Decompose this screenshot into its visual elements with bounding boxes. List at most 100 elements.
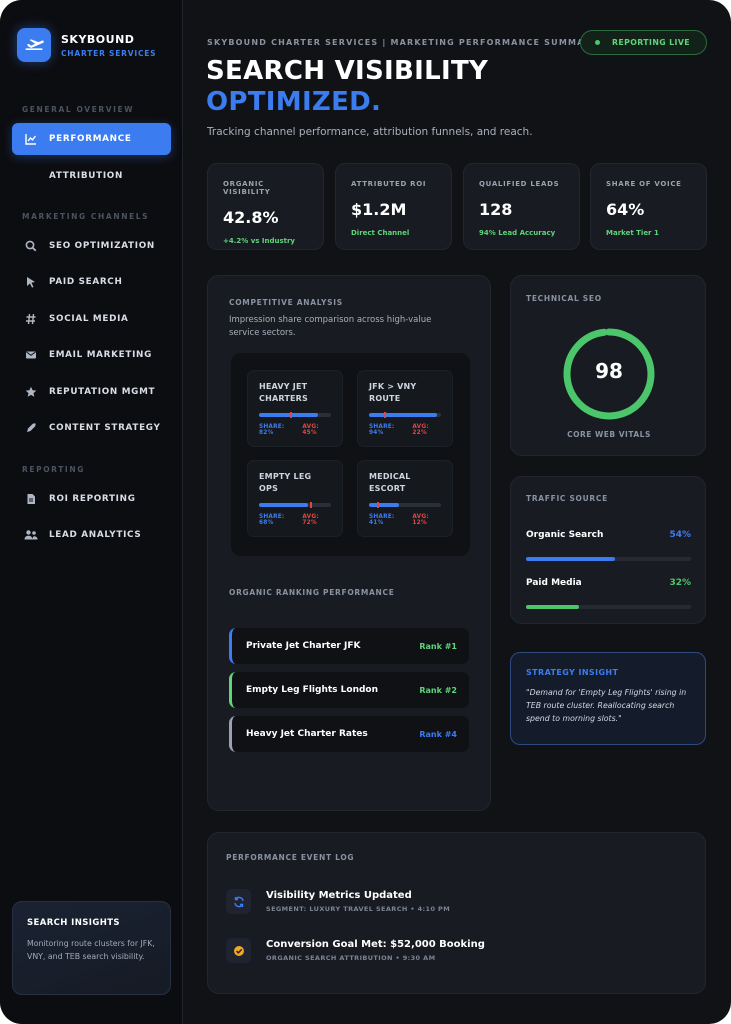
ranking-position: Rank #4: [419, 729, 457, 739]
page-subtitle: Tracking channel performance, attributio…: [207, 126, 533, 138]
stat-card-organic-visibility: ORGANIC VISIBILITY 42.8% +4.2% vs Indust…: [207, 163, 324, 250]
search-insights-text: Monitoring route clusters for JFK, VNY, …: [27, 939, 155, 961]
sidebar-item-label: PAID SEARCH: [49, 277, 123, 287]
event-subtitle: SEGMENT: LUXURY TRAVEL SEARCH • 4:10 PM: [266, 905, 451, 913]
share-fill: [259, 503, 308, 507]
reporting-live-badge[interactable]: REPORTING LIVE: [579, 30, 707, 55]
stat-label: ORGANIC VISIBILITY: [223, 180, 271, 196]
check-icon: [226, 938, 251, 963]
traffic-source-panel: TRAFFIC SOURCE Organic Search 54% Paid M…: [510, 476, 706, 624]
sidebar-item-label: SOCIAL MEDIA: [49, 314, 129, 324]
avg-marker: [290, 412, 293, 418]
service-name: MEDICAL ESCORT: [369, 472, 411, 493]
sidebar-item-social-media[interactable]: SOCIAL MEDIA: [12, 303, 171, 335]
brand-name: SKYBOUND: [61, 32, 135, 46]
stat-sub: Market Tier 1: [606, 229, 659, 237]
service-card-jfk-vny[interactable]: JFK > VNY ROUTE SHARE: 94% AVG: 22%: [357, 370, 453, 447]
sidebar-item-email-marketing[interactable]: EMAIL MARKETING: [12, 339, 171, 371]
event-subtitle: ORGANIC SEARCH ATTRIBUTION • 9:30 AM: [266, 954, 436, 962]
share-bar: [259, 412, 331, 418]
page-title-accent: OPTIMIZED.: [206, 87, 382, 117]
ranking-row[interactable]: Private Jet Charter JFK Rank #1: [229, 628, 469, 664]
sidebar-item-lead-analytics[interactable]: LEAD ANALYTICS: [12, 519, 171, 551]
share-value: SHARE: 94%: [369, 424, 395, 436]
sidebar-item-attribution[interactable]: ATTRIBUTION: [12, 160, 171, 192]
star-icon: [24, 385, 38, 399]
traffic-title: TRAFFIC SOURCE: [526, 494, 608, 503]
file-icon: [24, 492, 38, 506]
sidebar-item-label: CONTENT STRATEGY: [49, 423, 161, 433]
share-fill: [259, 413, 319, 417]
sidebar-item-content-strategy[interactable]: CONTENT STRATEGY: [12, 412, 171, 444]
ranking-keyword: Private Jet Charter JFK: [246, 641, 361, 651]
breadcrumb: SKYBOUND CHARTER SERVICES | MARKETING PE…: [207, 38, 599, 47]
stat-sub: Direct Channel: [351, 229, 410, 237]
score-ring: [563, 328, 655, 420]
event-item[interactable]: Visibility Metrics Updated SEGMENT: LUXU…: [226, 889, 450, 914]
event-log-title: PERFORMANCE EVENT LOG: [226, 853, 355, 862]
share-fill: [369, 413, 437, 417]
sidebar-item-seo[interactable]: SEO OPTIMIZATION: [12, 230, 171, 262]
stat-label: ATTRIBUTED ROI: [351, 180, 427, 188]
sidebar-item-reputation[interactable]: REPUTATION MGMT: [12, 376, 171, 408]
live-dot-icon: [594, 40, 600, 45]
sidebar-item-roi-reporting[interactable]: ROI REPORTING: [12, 483, 171, 515]
users-icon: [24, 528, 38, 542]
sidebar-item-label: ATTRIBUTION: [49, 171, 124, 181]
traffic-row-paid: Paid Media 32%: [526, 578, 691, 588]
share-bar: [259, 502, 331, 508]
service-card-heavy-jet[interactable]: HEAVY JET CHARTERS SHARE: 82% AVG: 45%: [247, 370, 343, 447]
traffic-fill: [526, 605, 579, 609]
nav-section-overview: GENERAL OVERVIEW: [22, 105, 135, 114]
sidebar-item-label: ROI REPORTING: [49, 494, 136, 504]
ranking-position: Rank #1: [419, 641, 457, 651]
refresh-icon: [226, 889, 251, 914]
sidebar-item-label: LEAD ANALYTICS: [49, 530, 142, 540]
share-fill: [369, 503, 399, 507]
avg-value: AVG: 45%: [302, 424, 319, 436]
stat-label: SHARE OF VOICE: [606, 180, 682, 188]
traffic-label: Paid Media: [526, 578, 582, 588]
sidebar-item-paid-search[interactable]: PAID SEARCH: [12, 266, 171, 298]
envelope-icon: [24, 348, 38, 362]
stat-sub: +4.2% vs Industry: [223, 237, 295, 245]
brand[interactable]: SKYBOUND CHARTER SERVICES: [17, 28, 156, 62]
search-icon: [24, 239, 38, 253]
pen-icon: [24, 421, 38, 435]
event-item[interactable]: Conversion Goal Met: $52,000 Booking ORG…: [226, 938, 485, 963]
ring-progress: [563, 328, 655, 420]
share-value: SHARE: 68%: [259, 514, 285, 526]
stat-value: 42.8%: [223, 208, 279, 227]
share-value: SHARE: 41%: [369, 514, 395, 526]
technical-label: CORE WEB VITALS: [567, 430, 651, 439]
sidebar: SKYBOUND CHARTER SERVICES GENERAL OVERVI…: [0, 0, 183, 1024]
stat-value: $1.2M: [351, 200, 407, 219]
service-card-empty-leg[interactable]: EMPTY LEG OPS SHARE: 68% AVG: 72%: [247, 460, 343, 537]
status-label: REPORTING LIVE: [611, 38, 690, 47]
ranking-row[interactable]: Heavy Jet Charter Rates Rank #4: [229, 716, 469, 752]
traffic-bar: [526, 605, 691, 609]
avg-value: AVG: 72%: [302, 514, 319, 526]
stat-card-attributed-roi: ATTRIBUTED ROI $1.2M Direct Channel: [335, 163, 452, 250]
sidebar-item-label: PERFORMANCE: [49, 134, 132, 144]
service-grid: HEAVY JET CHARTERS SHARE: 82% AVG: 45% JF…: [231, 353, 470, 556]
sidebar-item-label: SEO OPTIMIZATION: [49, 241, 155, 251]
event-log-panel: PERFORMANCE EVENT LOG Visibility Metrics…: [207, 832, 706, 994]
avg-marker: [383, 412, 386, 418]
avg-marker: [309, 502, 312, 508]
sidebar-item-performance[interactable]: PERFORMANCE: [12, 123, 171, 155]
ranking-keyword: Empty Leg Flights London: [246, 685, 379, 695]
ranking-row[interactable]: Empty Leg Flights London Rank #2: [229, 672, 469, 708]
competitive-analysis-panel: COMPETITIVE ANALYSIS Impression share co…: [207, 275, 491, 811]
traffic-pct: 54%: [669, 530, 691, 540]
stat-sub: 94% Lead Accuracy: [479, 229, 556, 237]
traffic-label: Organic Search: [526, 530, 604, 540]
stat-label: QUALIFIED LEADS: [479, 180, 560, 188]
search-insights-title: SEARCH INSIGHTS: [27, 918, 120, 928]
traffic-bar: [526, 557, 691, 561]
stat-value: 64%: [606, 200, 645, 219]
strategy-text: "Demand for 'Empty Leg Flights' rising i…: [526, 688, 687, 723]
traffic-fill: [526, 557, 616, 561]
service-card-medical-escort[interactable]: MEDICAL ESCORT SHARE: 41% AVG: 12%: [357, 460, 453, 537]
